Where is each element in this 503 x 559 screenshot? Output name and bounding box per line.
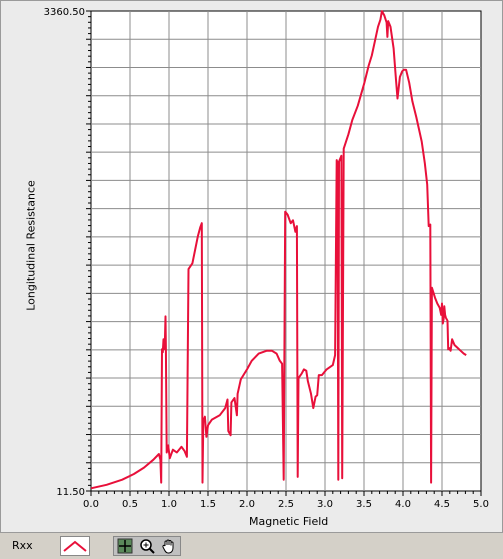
x-tick-label: 3.0	[317, 499, 333, 510]
x-tick-label: 2.0	[239, 499, 255, 510]
y-axis-min-label: 11.50	[56, 487, 85, 498]
legend-plot-swatch[interactable]	[60, 536, 90, 556]
grid-lines	[91, 11, 481, 491]
x-axis-ticks: 0.0 0.5 1.0 1.5 2.0 2.5 3.0 3.5 4.0 4.5 5.0	[83, 491, 489, 510]
x-tick-label: 0.5	[122, 499, 138, 510]
x-tick-label: 5.0	[473, 499, 489, 510]
cursor-move-tool[interactable]	[114, 537, 136, 555]
x-tick-label: 4.0	[395, 499, 411, 510]
x-tick-label: 3.5	[356, 499, 372, 510]
zoom-tool[interactable]	[136, 537, 158, 555]
y-axis-label: Longitudinal Resistance	[24, 180, 38, 311]
pan-tool[interactable]	[158, 537, 180, 555]
cursor-move-icon	[117, 538, 133, 554]
x-axis-label: Magnetic Field	[249, 515, 329, 528]
x-tick-label: 1.0	[161, 499, 177, 510]
line-swatch-icon	[63, 540, 87, 552]
y-axis-ticks	[86, 10, 91, 492]
y-axis-max-label: 3360.50	[44, 7, 85, 18]
pan-hand-icon	[162, 539, 174, 554]
graph-panel: 0.0 0.5 1.0 1.5 2.0 2.5 3.0 3.5 4.0 4.5 5.0 3360.5…	[0, 0, 503, 533]
legend-label: Rxx	[12, 539, 33, 552]
zoom-icon	[140, 539, 155, 554]
x-tick-label: 0.0	[83, 499, 99, 510]
x-tick-label: 2.5	[278, 499, 294, 510]
x-tick-label: 1.5	[200, 499, 216, 510]
x-tick-label: 4.5	[434, 499, 450, 510]
plot-area: 0.0 0.5 1.0 1.5 2.0 2.5 3.0 3.5 4.0 4.5 5.0 3360.5…	[44, 7, 489, 510]
series-rxx-line	[90, 10, 467, 490]
graph-palette	[113, 536, 181, 556]
